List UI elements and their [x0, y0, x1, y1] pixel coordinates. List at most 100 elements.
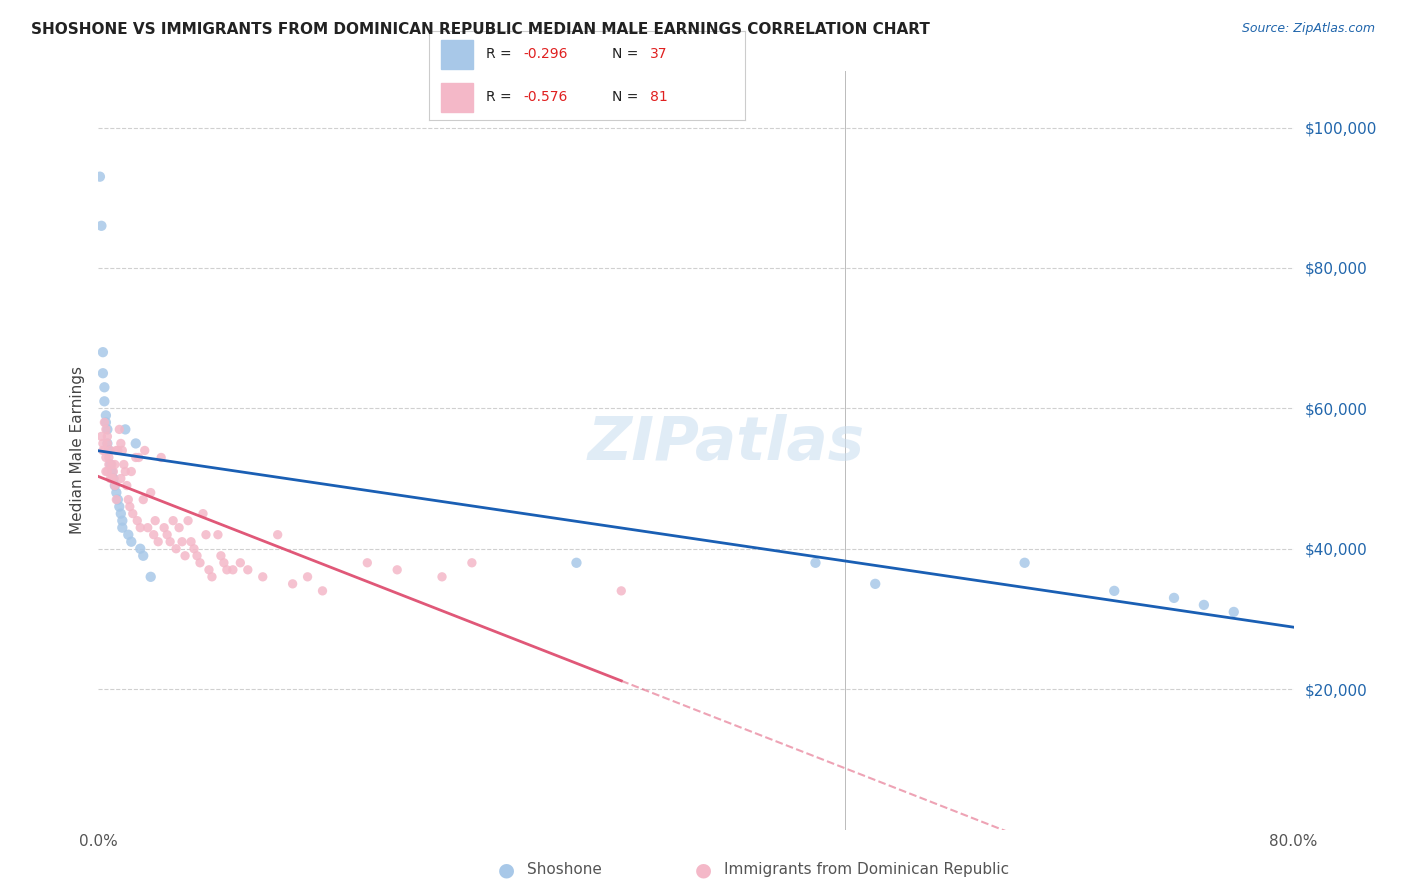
Point — [101, 471, 124, 485]
Text: 81: 81 — [651, 90, 668, 104]
Point — [198, 563, 221, 577]
Text: R =: R = — [486, 90, 516, 104]
Point — [139, 570, 162, 584]
Point — [96, 436, 118, 450]
Text: -0.576: -0.576 — [524, 90, 568, 104]
Point — [103, 465, 125, 479]
Text: Shoshone: Shoshone — [527, 863, 602, 877]
Point — [93, 416, 115, 430]
Point — [103, 471, 125, 485]
Point — [120, 465, 142, 479]
Text: N =: N = — [613, 47, 643, 62]
Point — [117, 527, 139, 541]
Point — [107, 492, 129, 507]
Point — [281, 577, 304, 591]
Point — [804, 556, 827, 570]
Point — [94, 465, 117, 479]
Point — [142, 527, 165, 541]
Point — [90, 429, 112, 443]
Text: ●: ● — [695, 860, 711, 880]
Point — [209, 549, 232, 563]
Point — [93, 443, 115, 458]
Text: R =: R = — [486, 47, 516, 62]
Point — [188, 556, 211, 570]
Text: Immigrants from Dominican Republic: Immigrants from Dominican Republic — [724, 863, 1010, 877]
Point — [143, 514, 166, 528]
Point — [565, 556, 588, 570]
Point — [105, 485, 128, 500]
Point — [162, 514, 184, 528]
Point — [610, 583, 633, 598]
Point — [865, 577, 887, 591]
Point — [112, 458, 135, 472]
Point — [1192, 598, 1215, 612]
Point — [98, 458, 122, 472]
Point — [236, 563, 259, 577]
Point — [165, 541, 187, 556]
Point — [98, 471, 122, 485]
Point — [91, 366, 114, 380]
Point — [96, 429, 118, 443]
Point — [120, 534, 142, 549]
Point — [128, 450, 150, 465]
Point — [129, 521, 152, 535]
Point — [115, 478, 138, 492]
Point — [103, 471, 125, 485]
Point — [186, 549, 208, 563]
Point — [183, 541, 205, 556]
Point — [156, 527, 179, 541]
Point — [191, 507, 214, 521]
Bar — [441, 83, 472, 112]
Point — [97, 450, 120, 465]
Point — [1223, 605, 1246, 619]
Point — [111, 521, 134, 535]
Point — [125, 436, 148, 450]
Point — [93, 394, 115, 409]
Y-axis label: Median Male Earnings: Median Male Earnings — [70, 367, 86, 534]
Point — [297, 570, 319, 584]
Bar — [441, 40, 472, 69]
Point — [229, 556, 252, 570]
Point — [215, 563, 238, 577]
Point — [121, 507, 143, 521]
Text: -0.296: -0.296 — [524, 47, 568, 62]
Point — [94, 422, 117, 436]
Point — [101, 458, 124, 472]
Point — [172, 534, 194, 549]
Point — [103, 471, 125, 485]
Point — [201, 570, 224, 584]
Point — [114, 465, 136, 479]
Point — [108, 500, 131, 514]
Point — [430, 570, 453, 584]
Point — [108, 422, 131, 436]
Point — [174, 549, 197, 563]
Text: SHOSHONE VS IMMIGRANTS FROM DOMINICAN REPUBLIC MEDIAN MALE EARNINGS CORRELATION : SHOSHONE VS IMMIGRANTS FROM DOMINICAN RE… — [31, 22, 929, 37]
Point — [105, 492, 128, 507]
Point — [132, 549, 155, 563]
Point — [139, 485, 162, 500]
Text: ZIPatlas: ZIPatlas — [588, 414, 865, 473]
Point — [98, 443, 122, 458]
Point — [136, 521, 159, 535]
Point — [153, 521, 176, 535]
Point — [125, 450, 148, 465]
Point — [89, 169, 111, 184]
Point — [159, 534, 181, 549]
Point — [118, 500, 141, 514]
Point — [94, 416, 117, 430]
Point — [96, 422, 118, 436]
Point — [94, 450, 117, 465]
Point — [105, 443, 128, 458]
Point — [107, 443, 129, 458]
Point — [252, 570, 274, 584]
Point — [1104, 583, 1126, 598]
Point — [148, 534, 170, 549]
Point — [207, 527, 229, 541]
Point — [91, 345, 114, 359]
Point — [195, 527, 218, 541]
Point — [117, 492, 139, 507]
Text: N =: N = — [613, 90, 643, 104]
Point — [132, 492, 155, 507]
Point — [104, 478, 127, 492]
Point — [111, 514, 134, 528]
